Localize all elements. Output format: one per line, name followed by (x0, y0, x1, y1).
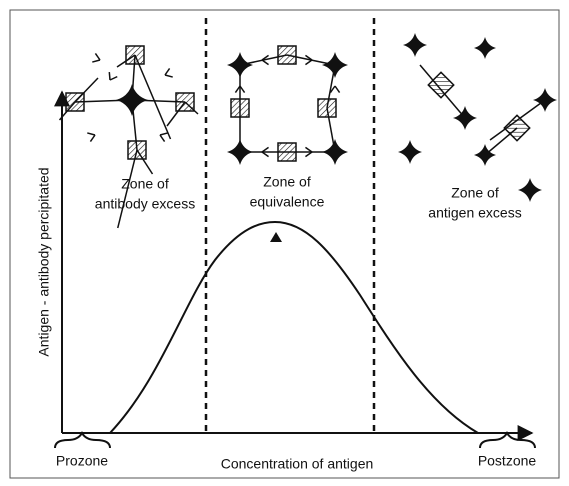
prozone-brace (54, 430, 111, 449)
bond (89, 134, 96, 142)
antigen-star (474, 37, 496, 59)
bond (329, 85, 336, 93)
frame (9, 9, 560, 479)
postzone-brace (479, 430, 536, 449)
bond (239, 85, 246, 93)
bond (108, 71, 111, 81)
bond (164, 68, 171, 76)
bond (159, 134, 166, 142)
zone-label: equivalence (250, 194, 325, 210)
antigen-star (322, 52, 348, 78)
bond (234, 85, 241, 93)
antigen-square (277, 45, 297, 65)
bond (58, 101, 76, 121)
bond (305, 59, 313, 66)
prozone-label: Prozone (56, 453, 108, 469)
bond (159, 132, 168, 136)
bond (87, 132, 96, 136)
antigen-star (403, 33, 427, 57)
antigen-star (227, 139, 253, 165)
bond (117, 149, 138, 229)
y-axis-label: Antigen - antibody percipitated (36, 167, 52, 356)
bond (92, 59, 101, 63)
antigen-square (427, 71, 455, 99)
antigen-star (533, 88, 557, 112)
antigen-square (277, 142, 297, 162)
precipitation-curve (109, 220, 479, 434)
zone-label: antigen excess (428, 205, 521, 221)
bond (261, 59, 269, 66)
antigen-square (317, 98, 337, 118)
bond (261, 54, 269, 61)
bond (116, 54, 136, 68)
bond (261, 146, 269, 153)
postzone-label: Postzone (478, 453, 537, 469)
bond (166, 101, 186, 127)
antigen-star (474, 144, 496, 166)
illustrations (58, 33, 557, 229)
antigen-star (398, 140, 422, 164)
bond (109, 75, 118, 81)
antigen-star (518, 178, 542, 202)
bond (305, 151, 313, 158)
zone-label: Zone of (263, 174, 311, 190)
bond (334, 85, 341, 93)
zone-label: Zone of (451, 185, 499, 201)
antigen-star (227, 52, 253, 78)
bond (164, 74, 173, 78)
peak-marker (270, 232, 282, 242)
antigen-square (503, 114, 531, 142)
antigen-square (230, 98, 250, 118)
bond (305, 54, 313, 61)
bond (74, 77, 99, 103)
zone-label: antibody excess (95, 196, 195, 212)
zone-label: Zone of (121, 176, 169, 192)
bond (94, 53, 101, 61)
bond (305, 146, 313, 153)
bond (136, 149, 154, 175)
antigen-star (453, 106, 477, 130)
bond (134, 54, 172, 140)
bond (184, 101, 199, 115)
x-axis-label: Concentration of antigen (221, 456, 374, 472)
bond (261, 151, 269, 158)
antigen-star (322, 139, 348, 165)
antigen-star (116, 84, 148, 116)
